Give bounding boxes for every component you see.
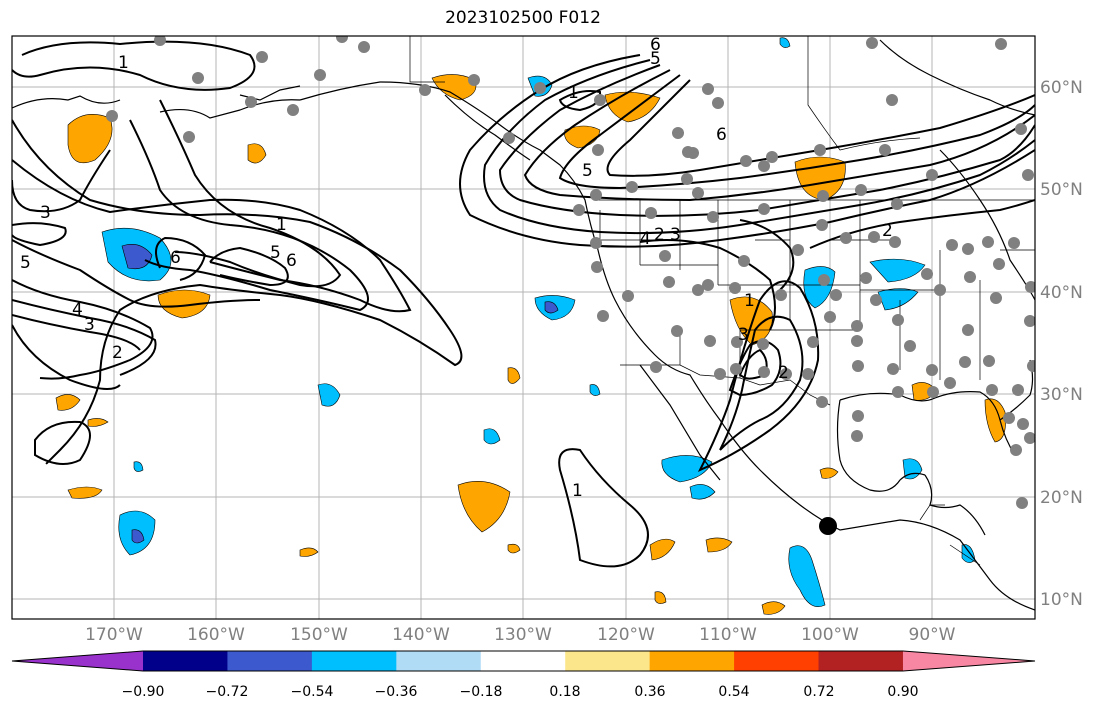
contour-label-1b: 1: [276, 215, 287, 235]
station-markers: [106, 36, 1035, 509]
contour-label-1d: 1: [744, 291, 755, 311]
lat-label-10n: 10°N: [1040, 590, 1083, 610]
contours: [12, 40, 1035, 568]
contour-label-3b: 3: [84, 315, 95, 335]
contour-label-3c: 3: [670, 225, 681, 245]
colorbar-segment: [227, 651, 313, 671]
longitude-axis: 170°W 160°W 150°W 140°W 130°W 120°W 110°…: [85, 625, 956, 645]
lon-label-120w: 120°W: [597, 625, 655, 645]
contour-label-6: 6: [170, 248, 181, 268]
contour-labels: 1 3 5 6 1 5 6 4 3 2 6 5 1 6 5 4 2 3 2 1 …: [20, 35, 893, 501]
highlight-marker: [819, 517, 837, 535]
contour-label-5d: 5: [582, 161, 593, 181]
colorbar-tick-label: −0.18: [460, 684, 503, 700]
colorbar-tick-label: −0.90: [122, 684, 165, 700]
lon-label-160w: 160°W: [187, 625, 245, 645]
contour-label-1: 1: [118, 53, 129, 73]
contour-label-4b: 4: [640, 229, 651, 249]
lon-label-140w: 140°W: [392, 625, 450, 645]
lat-label-60n: 60°N: [1040, 78, 1083, 98]
colorbar-tick-label: −0.36: [375, 684, 418, 700]
colorbar-segment: [649, 651, 735, 671]
contour-label-2: 2: [112, 343, 123, 363]
contour-label-5: 5: [20, 253, 31, 273]
colorbar-tick-label: −0.72: [206, 684, 249, 700]
contour-label-2c: 2: [882, 221, 893, 241]
colorbar-outline: [11, 650, 1036, 672]
colorbar-segment: [143, 651, 228, 671]
colorbar-segment: [396, 651, 482, 671]
contour-label-6c: 6: [650, 35, 661, 55]
contour-label-2d: 2: [778, 363, 789, 383]
contour-label-3: 3: [40, 203, 51, 223]
contour-label-4: 4: [72, 300, 83, 320]
lat-label-50n: 50°N: [1040, 180, 1083, 200]
lon-label-170w: 170°W: [85, 625, 143, 645]
colorbar: [11, 650, 1036, 672]
lat-label-40n: 40°N: [1040, 283, 1083, 303]
map-border: [11, 35, 1036, 620]
colorbar-tick-label: 0.72: [803, 684, 834, 700]
colorbar-extend-max: [902, 651, 1035, 671]
colorbar-extend-min: [12, 651, 143, 671]
contour-label-3d: 3: [738, 325, 749, 345]
map-title: 2023102500 F012: [445, 8, 601, 28]
colorbar-tick-label: 0.18: [549, 684, 580, 700]
lat-label-20n: 20°N: [1040, 488, 1083, 508]
colorbar-tick-label: 0.36: [634, 684, 665, 700]
anomaly-fills: [55, 37, 1006, 615]
contour-label-6b: 6: [286, 251, 297, 271]
colorbar-segment: [480, 651, 566, 671]
colorbar-tick-label: 0.54: [718, 684, 749, 700]
contour-label-1c: 1: [568, 83, 579, 103]
contour-label-1e: 1: [572, 481, 583, 501]
colorbar-segment: [565, 651, 651, 671]
lon-label-100w: 100°W: [801, 625, 859, 645]
colorbar-segment: [818, 651, 904, 671]
lon-label-110w: 110°W: [699, 625, 757, 645]
colorbar-segment: [734, 651, 820, 671]
lon-label-130w: 130°W: [494, 625, 552, 645]
contour-label-5b: 5: [270, 243, 281, 263]
contour-label-5c: 5: [650, 49, 661, 69]
colorbar-tick-labels: −0.90 −0.72 −0.54 −0.36 −0.18 0.18 0.36 …: [122, 684, 919, 700]
lon-label-90w: 90°W: [909, 625, 956, 645]
lat-label-30n: 30°N: [1040, 385, 1083, 405]
contour-label-6d: 6: [716, 125, 727, 145]
colorbar-tick-label: −0.54: [291, 684, 334, 700]
colorbar-tick-label: 0.90: [887, 684, 918, 700]
colorbar-segment: [311, 651, 397, 671]
latitude-axis: 60°N 50°N 40°N 30°N 20°N 10°N: [1040, 78, 1083, 610]
contour-label-2b: 2: [654, 225, 665, 245]
lon-label-150w: 150°W: [290, 625, 348, 645]
